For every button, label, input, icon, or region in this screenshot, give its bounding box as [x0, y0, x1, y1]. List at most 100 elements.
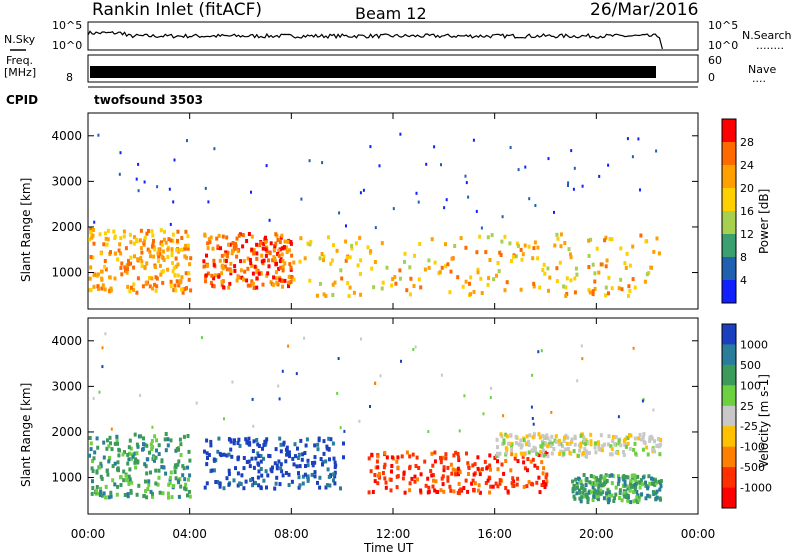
scatter-mark [584, 442, 588, 447]
scatter-mark [91, 459, 94, 464]
scatter-mark [561, 444, 564, 449]
scatter-mark [238, 481, 242, 486]
scatter-mark [184, 487, 188, 492]
scatter-mark [169, 470, 173, 475]
scatter-mark [632, 499, 636, 504]
scatter-mark [95, 485, 99, 489]
scatter-mark [389, 488, 393, 493]
scatter-mark [304, 464, 307, 468]
scatter-mark [216, 244, 220, 249]
scatter-mark [310, 472, 314, 477]
scatter-mark [203, 232, 207, 237]
scatter-mark [205, 264, 209, 269]
colorbar-swatch [722, 324, 736, 345]
scatter-mark [462, 486, 466, 490]
scatter-mark [149, 470, 152, 475]
scatter-mark [497, 269, 501, 274]
scatter-mark [181, 287, 185, 292]
scatter-mark [188, 262, 192, 267]
scatter-mark [184, 229, 188, 234]
scatter-mark [157, 443, 161, 448]
scatter-mark [629, 484, 633, 489]
scatter-mark [658, 496, 662, 501]
scatter-mark [440, 373, 443, 377]
scatter-mark [152, 455, 156, 460]
scatter-mark [248, 464, 252, 469]
scatter-mark [109, 490, 113, 495]
scatter-mark [583, 488, 587, 493]
scatter-mark [182, 434, 186, 439]
colorbar-tick-label: -1000 [740, 482, 772, 495]
scatter-mark [408, 265, 412, 270]
scatter-mark [504, 450, 508, 455]
scatter-mark [161, 280, 165, 285]
scatter-mark [546, 436, 550, 441]
scatter-mark [164, 471, 168, 476]
scatter-mark [224, 259, 228, 263]
scatter-mark [113, 441, 117, 446]
scatter-mark [545, 433, 549, 438]
scatter-mark [151, 286, 154, 291]
scatter-mark [257, 483, 261, 488]
scatter-mark [376, 481, 380, 486]
scatter-mark [273, 247, 276, 252]
scatter-mark [414, 464, 418, 468]
scatter-mark [224, 250, 228, 255]
scatter-mark [587, 288, 591, 293]
scatter-mark [320, 252, 324, 256]
scatter-mark [532, 246, 536, 251]
scatter-mark [342, 441, 345, 446]
scatter-mark [124, 473, 128, 478]
scatter-mark [133, 432, 137, 437]
scatter-mark [241, 233, 245, 238]
scatter-mark [593, 445, 597, 450]
scatter-mark [284, 245, 288, 250]
scatter-mark [631, 277, 635, 282]
scatter-mark [530, 405, 533, 409]
colorbar-swatch [722, 487, 736, 509]
scatter-mark [249, 261, 253, 266]
scatter-mark [128, 451, 131, 456]
scatter-mark [554, 434, 558, 439]
scatter-mark [433, 450, 437, 455]
scatter-mark [139, 228, 143, 233]
scatter-mark [129, 446, 133, 451]
scatter-mark [571, 488, 575, 493]
scatter-mark [319, 457, 323, 461]
scatter-mark [179, 442, 183, 447]
scatter-mark [332, 472, 336, 477]
scatter-mark [408, 292, 412, 297]
scatter-mark [332, 478, 335, 483]
scatter-mark [634, 451, 638, 456]
scatter-mark [107, 444, 111, 449]
scatter-mark [233, 264, 237, 269]
scatter-mark [142, 442, 145, 447]
scatter-mark [250, 190, 252, 194]
scatter-mark [514, 434, 518, 439]
scatter-mark [383, 450, 387, 455]
scatter-mark [502, 471, 506, 476]
scatter-mark [103, 231, 107, 236]
scatter-mark [292, 277, 296, 282]
range-tick-label: 1000 [51, 266, 82, 280]
scatter-mark [297, 485, 301, 490]
scatter-mark [205, 451, 209, 456]
scatter-mark [287, 248, 291, 253]
scatter-mark [465, 181, 468, 185]
velocity-colorbar-label: Velocity [m s-1] [757, 374, 771, 468]
scatter-mark [598, 479, 602, 484]
scatter-mark [128, 467, 132, 472]
scatter-mark [465, 451, 468, 456]
scatter-mark [242, 466, 246, 471]
scatter-mark [267, 264, 271, 269]
scatter-mark [517, 442, 521, 447]
scatter-mark [593, 488, 597, 493]
scatter-mark [235, 254, 239, 259]
scatter-mark [232, 441, 236, 446]
scatter-mark [373, 260, 377, 264]
scatter-mark [608, 473, 612, 478]
scatter-mark [451, 467, 455, 472]
scatter-mark [255, 242, 259, 247]
scatter-mark [176, 238, 179, 243]
scatter-mark [187, 477, 190, 482]
